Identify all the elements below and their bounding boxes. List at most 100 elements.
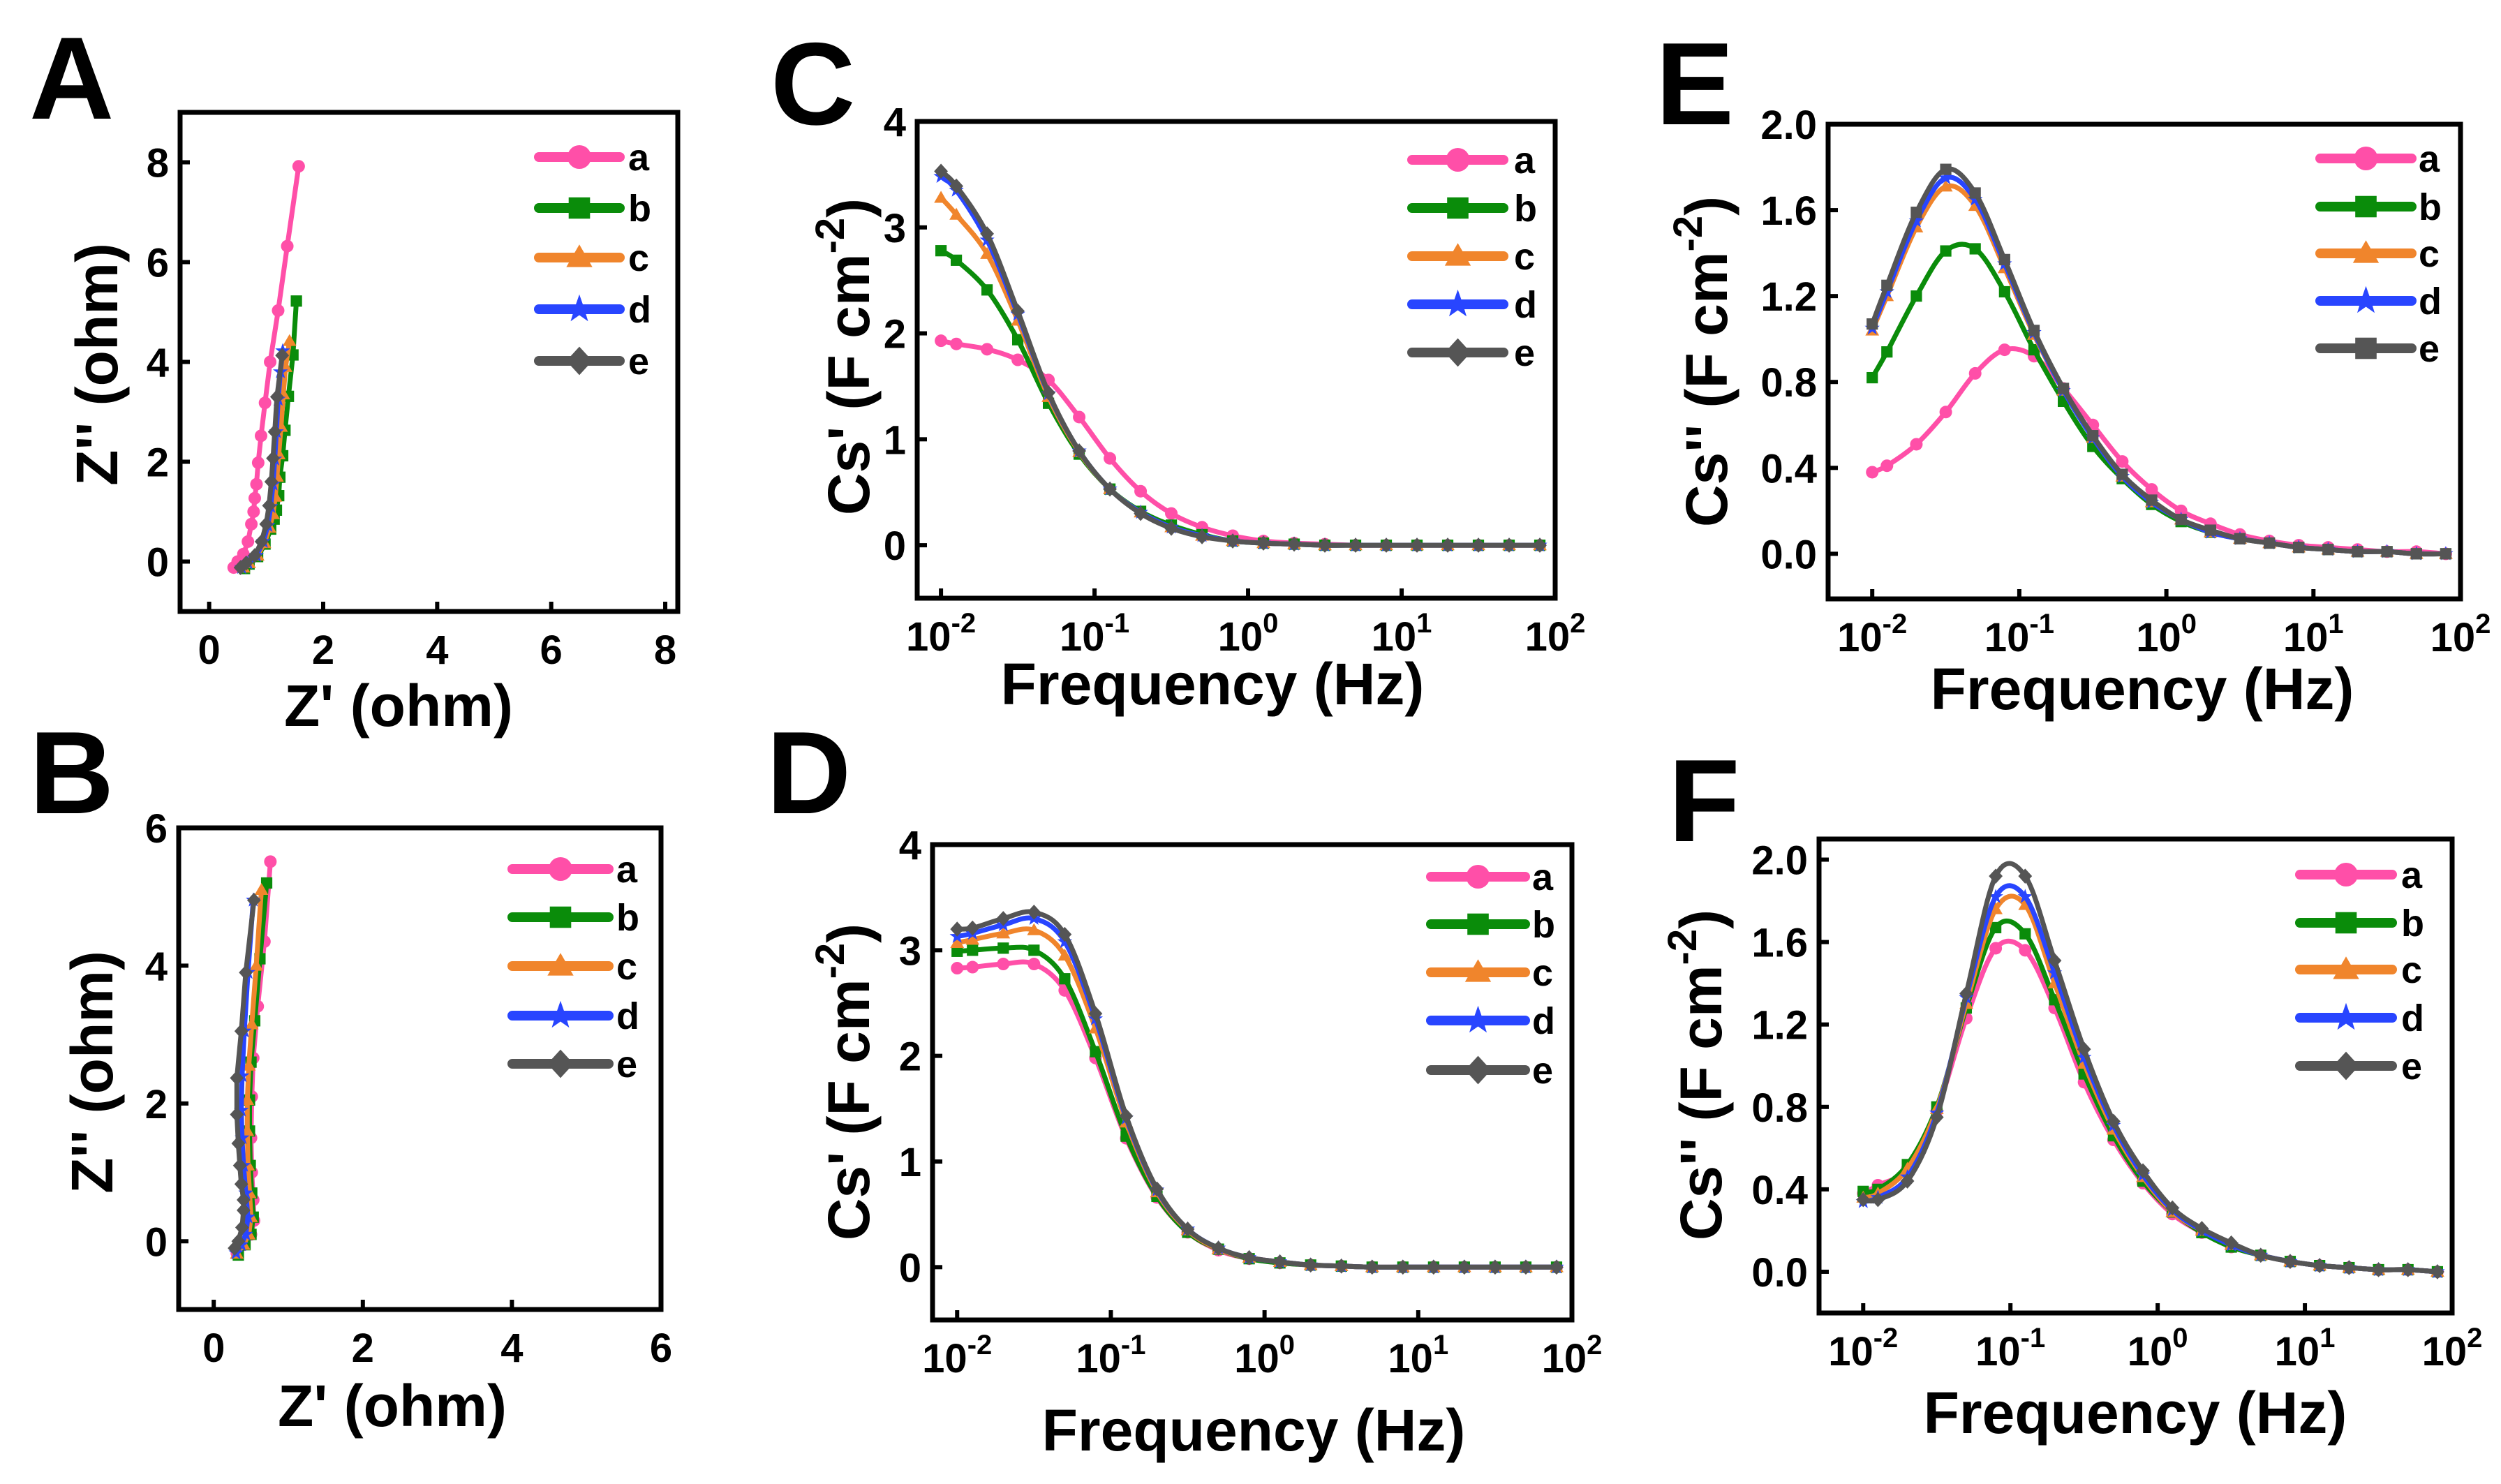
data-point-e bbox=[1272, 1254, 1287, 1270]
panel-letter: C bbox=[771, 18, 855, 149]
y-axis-title-main: Cs' (F cm bbox=[816, 253, 882, 515]
data-point-a bbox=[1165, 507, 1178, 520]
data-point-a bbox=[1011, 353, 1025, 366]
y-axis-title-end: ) bbox=[1668, 910, 1734, 929]
y-tick-label: 4 bbox=[145, 944, 168, 989]
data-point-a bbox=[272, 304, 285, 317]
x-tick-exponent: -1 bbox=[1121, 1330, 1146, 1360]
series-line-a bbox=[956, 959, 1557, 1270]
data-point-b bbox=[1969, 243, 1981, 255]
y-tick-label: 2.0 bbox=[1760, 103, 1817, 148]
x-tick-label: 6 bbox=[540, 628, 563, 673]
data-point-e bbox=[2322, 544, 2334, 556]
x-tick-exponent: 1 bbox=[2328, 609, 2343, 639]
data-point-e bbox=[2440, 548, 2452, 560]
legend-label-a: a bbox=[1514, 140, 1536, 181]
data-point-c bbox=[965, 933, 980, 945]
data-point-c bbox=[934, 191, 948, 203]
legend-label-e: e bbox=[628, 341, 649, 383]
data-point-b bbox=[997, 942, 1009, 954]
x-axis-title: Z' (ohm) bbox=[278, 1373, 507, 1439]
y-axis-title-main: Cs'' (F cm bbox=[1668, 965, 1734, 1240]
panel-f: F10-2 10-1 100 101 1020.00.40.81.21.62.0Freq… bbox=[1660, 735, 2482, 1446]
y-axis-title-main: Cs' (F cm bbox=[816, 979, 882, 1240]
series-line-e bbox=[956, 909, 1557, 1270]
data-point-a bbox=[1027, 958, 1041, 971]
x-tick-exponent: -1 bbox=[2029, 609, 2054, 639]
y-axis-title: Cs' (F cm-2) bbox=[808, 198, 882, 515]
x-tick-label: 0 bbox=[198, 628, 221, 673]
x-tick-base: 10 bbox=[1975, 1329, 2021, 1374]
data-point-e bbox=[234, 1023, 248, 1039]
y-tick-label: 0 bbox=[884, 524, 906, 569]
data-point-a bbox=[248, 491, 261, 505]
data-point-e bbox=[1457, 1259, 1471, 1275]
data-point-e bbox=[230, 1070, 244, 1086]
legend-marker-b bbox=[2335, 912, 2357, 934]
x-tick-label: 10-2 bbox=[922, 1330, 992, 1381]
data-point-e bbox=[2342, 1260, 2357, 1275]
y-tick-label: 6 bbox=[145, 806, 168, 852]
data-point-e bbox=[1365, 1259, 1379, 1275]
legend-marker-b bbox=[568, 197, 591, 219]
x-tick-exponent: -1 bbox=[1105, 608, 1130, 639]
x-axis-title: Frequency (Hz) bbox=[1042, 1397, 1466, 1463]
data-point-a bbox=[966, 960, 979, 974]
x-axis-title: Z' (ohm) bbox=[284, 673, 513, 739]
x-tick-label: 102 bbox=[1542, 1330, 1603, 1381]
y-tick-label: 8 bbox=[147, 141, 169, 186]
legend-label-d: d bbox=[1514, 284, 1537, 326]
y-axis-title-main: Z'' (ohm) bbox=[59, 951, 125, 1194]
plot-area bbox=[949, 905, 1564, 1275]
data-point-d bbox=[1938, 170, 1954, 184]
series-line-c bbox=[1869, 183, 2446, 557]
x-tick-base: 10 bbox=[2128, 1329, 2173, 1374]
data-point-a bbox=[1073, 410, 1086, 424]
data-point-d bbox=[234, 1102, 249, 1117]
data-point-c bbox=[244, 1017, 259, 1030]
y-axis-title-main: Z'' (ohm) bbox=[64, 243, 130, 486]
legend-marker-b bbox=[2355, 195, 2377, 218]
y-axis-title-exponent: -2 bbox=[808, 943, 853, 979]
y-tick-label: 1 bbox=[884, 417, 906, 463]
y-axis-title-end: ) bbox=[1674, 196, 1739, 216]
data-point-a bbox=[2145, 483, 2158, 496]
data-point-b bbox=[951, 945, 963, 957]
data-point-a bbox=[281, 239, 294, 253]
y-tick-label: 0.0 bbox=[1751, 1250, 1808, 1296]
x-tick-base: 10 bbox=[2422, 1329, 2467, 1374]
x-tick-base: 10 bbox=[1218, 614, 1263, 660]
legend-marker-a bbox=[1466, 865, 1490, 889]
legend-marker-d bbox=[2352, 285, 2380, 313]
panel-letter: E bbox=[1656, 18, 1734, 149]
data-point-a bbox=[247, 505, 260, 518]
data-point-e bbox=[1195, 529, 1209, 544]
legend-label-b: b bbox=[1514, 188, 1537, 230]
legend-marker-d bbox=[546, 1000, 575, 1028]
legend-label-b: b bbox=[2401, 903, 2424, 944]
data-point-b bbox=[981, 284, 993, 296]
x-tick-label: 102 bbox=[1525, 608, 1586, 660]
x-tick-exponent: -2 bbox=[1883, 609, 1908, 639]
data-point-e bbox=[1011, 303, 1025, 319]
data-point-e bbox=[1410, 537, 1424, 553]
legend-label-c: c bbox=[616, 946, 637, 988]
axes-frame bbox=[1825, 121, 2463, 602]
data-point-e bbox=[1881, 279, 1893, 291]
data-point-e bbox=[2077, 1041, 2091, 1057]
data-point-e bbox=[2431, 1264, 2444, 1279]
x-tick-exponent: 2 bbox=[2475, 609, 2491, 639]
data-point-e bbox=[2253, 1247, 2268, 1263]
data-point-e bbox=[1379, 537, 1393, 553]
data-point-e bbox=[1910, 207, 1922, 218]
y-axis-title-exponent: -2 bbox=[808, 218, 853, 254]
data-point-e bbox=[1164, 521, 1178, 536]
x-tick-base: 10 bbox=[906, 614, 951, 660]
x-tick-label: 10-1 bbox=[1060, 608, 1129, 660]
x-tick-label: 2 bbox=[312, 628, 334, 673]
